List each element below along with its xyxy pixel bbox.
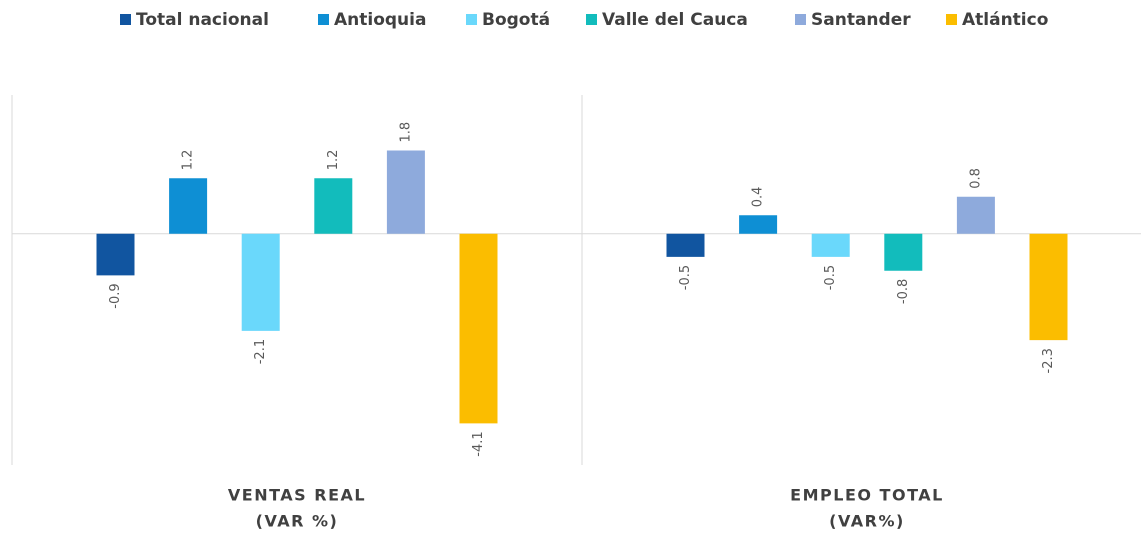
category-label: EMPLEO TOTAL <box>790 486 944 505</box>
bar <box>956 196 995 234</box>
data-label: 1.8 <box>398 122 413 143</box>
data-label: -0.8 <box>896 279 911 304</box>
legend-label: Valle del Cauca <box>602 10 748 30</box>
bar <box>241 233 280 331</box>
legend-swatch <box>466 14 477 25</box>
data-label: -2.3 <box>1041 348 1056 373</box>
data-label: -0.5 <box>823 265 838 290</box>
bar <box>459 233 498 424</box>
data-label: 0.4 <box>751 187 766 208</box>
data-label: -2.1 <box>253 339 268 364</box>
bar <box>1029 233 1068 341</box>
data-label: 0.8 <box>968 168 983 189</box>
data-label: -0.5 <box>678 265 693 290</box>
legend-swatch <box>120 14 131 25</box>
data-label: -4.1 <box>471 431 486 456</box>
category-label: (VAR %) <box>256 512 339 531</box>
bar <box>386 150 425 234</box>
legend-label: Bogotá <box>482 10 550 30</box>
legend-label: Antioquia <box>334 10 426 30</box>
legend-swatch <box>586 14 597 25</box>
legend-swatch <box>946 14 957 25</box>
bar <box>314 178 353 234</box>
category-label: (VAR%) <box>829 512 905 531</box>
data-label: -0.9 <box>108 283 123 308</box>
legend-label: Total nacional <box>136 10 269 30</box>
bar <box>884 233 923 271</box>
bar <box>666 233 705 257</box>
legend-label: Atlántico <box>962 10 1048 30</box>
data-label: 1.2 <box>181 150 196 171</box>
bar <box>811 233 850 257</box>
legend-swatch <box>795 14 806 25</box>
category-label: VENTAS REAL <box>228 486 366 505</box>
data-label: 1.2 <box>326 150 341 171</box>
bar <box>169 178 208 234</box>
legend-label: Santander <box>811 10 911 30</box>
bar <box>96 233 135 276</box>
bar <box>739 215 778 234</box>
legend-swatch <box>318 14 329 25</box>
